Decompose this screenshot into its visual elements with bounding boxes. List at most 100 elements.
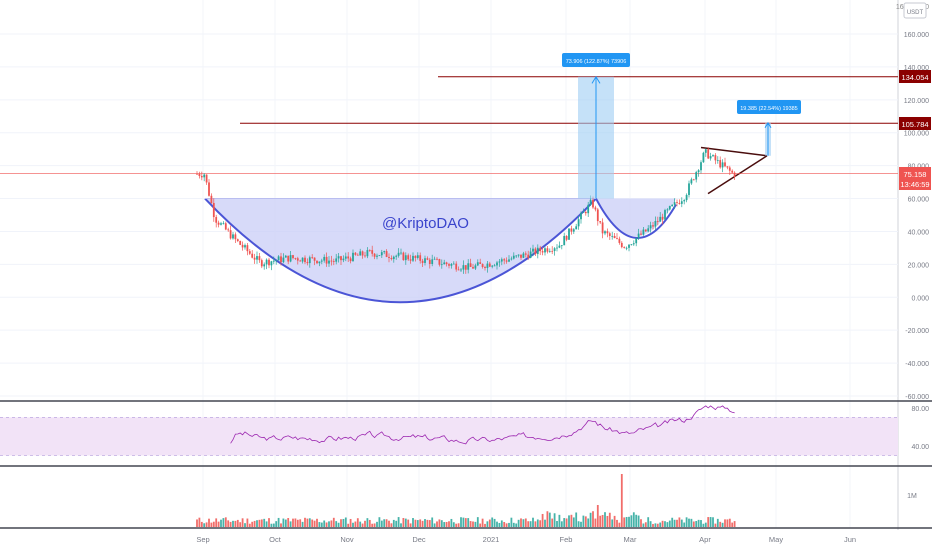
volume-bar xyxy=(277,517,280,527)
candle-body xyxy=(455,263,458,270)
candle-body xyxy=(491,265,494,267)
volume-bar xyxy=(688,518,690,527)
candle-body xyxy=(364,255,366,257)
candle-body xyxy=(409,259,412,261)
price-tick-label: -40.000 xyxy=(905,361,929,368)
candle-body xyxy=(443,262,446,265)
volume-bar xyxy=(383,519,386,527)
candle-body xyxy=(311,257,314,259)
candle-body xyxy=(330,260,333,262)
candle-body xyxy=(628,244,630,248)
candle-body xyxy=(630,244,633,246)
volume-bar xyxy=(654,523,657,527)
candle-body xyxy=(296,258,299,261)
candle-body xyxy=(289,255,292,262)
candle-body xyxy=(265,259,268,265)
volume-bar xyxy=(505,523,508,527)
candle-body xyxy=(378,255,381,257)
time-tick-label: Oct xyxy=(269,535,282,544)
candle-body xyxy=(536,247,539,255)
candle-body xyxy=(258,256,261,261)
upper-level-badge-label: 134.054 xyxy=(901,73,928,82)
candle-body xyxy=(397,252,400,256)
candle-body xyxy=(589,199,592,205)
rsi-line xyxy=(230,405,735,445)
volume-bar xyxy=(539,520,542,527)
candle-body xyxy=(529,251,532,258)
volume-bar xyxy=(731,522,734,527)
candle-body xyxy=(212,202,215,218)
candle-body xyxy=(704,149,707,153)
candle-body xyxy=(644,229,647,232)
candle-body xyxy=(642,229,645,235)
candle-body xyxy=(241,244,244,248)
volume-bar xyxy=(227,520,230,527)
volume-bar xyxy=(325,522,328,527)
lower-level-badge xyxy=(899,117,931,130)
volume-bar xyxy=(416,520,419,527)
volume-bar xyxy=(330,520,333,527)
volume-bar xyxy=(332,517,335,527)
volume-bar xyxy=(532,517,534,527)
candle-body xyxy=(575,226,578,230)
candle-body xyxy=(580,212,582,220)
volume-bar xyxy=(407,519,410,527)
candle-body xyxy=(508,259,510,262)
candle-body xyxy=(608,233,611,236)
candle-body xyxy=(356,254,359,256)
candle-body xyxy=(419,255,422,261)
price-axis[interactable] xyxy=(898,0,932,530)
candle-body xyxy=(277,256,280,261)
small-move-callout[interactable] xyxy=(737,100,801,114)
currency-badge[interactable] xyxy=(903,2,927,19)
volume-bar xyxy=(239,522,242,527)
volume-bar xyxy=(200,521,203,527)
time-axis[interactable]: Sep Oct Nov Dec 2021 Feb Mar Apr May Jun xyxy=(196,535,856,544)
candle-body xyxy=(635,238,638,244)
volume-bar xyxy=(556,520,558,527)
volume-bar xyxy=(596,505,599,527)
volume-bar xyxy=(246,518,249,527)
volume-bar xyxy=(421,520,424,527)
volume-pane[interactable]: 1M xyxy=(196,474,917,527)
candle-body xyxy=(428,259,431,264)
volume-bar xyxy=(234,520,237,527)
candle-body xyxy=(304,257,306,263)
candle-body xyxy=(412,255,414,261)
volume-bar xyxy=(196,519,198,527)
volume-bar xyxy=(400,523,402,527)
volume-bar xyxy=(378,517,381,527)
volume-bar xyxy=(608,512,611,527)
candle-body xyxy=(560,245,563,247)
candle-body xyxy=(695,172,698,180)
small-move-label: 19.385 (22.54%) 19385 xyxy=(740,106,798,112)
candle-body xyxy=(301,257,304,262)
candle-body xyxy=(464,265,467,270)
rsi-pane[interactable]: 80.00 40.00 xyxy=(0,405,929,456)
volume-bar xyxy=(275,521,278,527)
candle-body xyxy=(558,245,561,248)
candle-body xyxy=(676,202,678,204)
volume-bar xyxy=(486,521,489,527)
volume-bar xyxy=(241,518,244,527)
candle-body xyxy=(649,225,652,229)
candle-body xyxy=(697,170,700,173)
volume-bar xyxy=(448,521,450,527)
candle-body xyxy=(407,255,410,260)
volume-bar xyxy=(359,521,362,527)
volume-bar xyxy=(704,522,707,527)
volume-bar xyxy=(424,519,426,527)
candle-body xyxy=(373,253,376,257)
volume-bar xyxy=(676,519,678,527)
candle-body xyxy=(661,216,664,220)
volume-bar xyxy=(604,512,606,527)
volume-bar xyxy=(697,519,700,527)
current-price-label: 75.158 xyxy=(904,170,927,179)
candle-body xyxy=(416,255,419,258)
candle-body xyxy=(292,255,294,259)
price-tick-label: 40.000 xyxy=(908,229,930,236)
big-move-callout[interactable] xyxy=(562,53,630,67)
candle-body xyxy=(700,162,702,171)
rsi-band xyxy=(0,417,898,456)
